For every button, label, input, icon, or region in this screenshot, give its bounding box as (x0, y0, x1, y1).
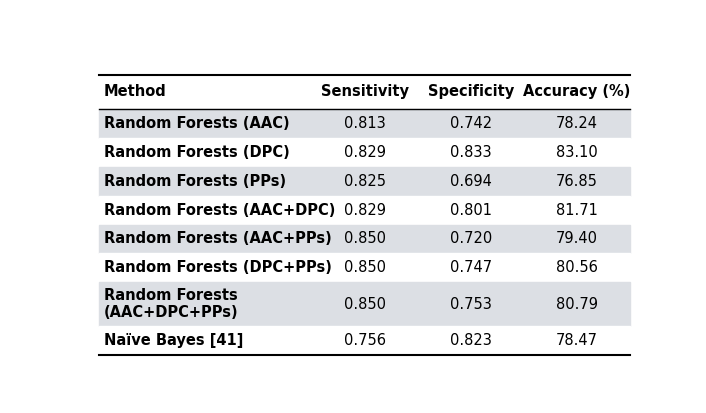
Text: Accuracy (%): Accuracy (%) (523, 84, 630, 100)
Text: 0.825: 0.825 (344, 173, 385, 189)
Text: Random Forests (AAC+DPC): Random Forests (AAC+DPC) (104, 202, 335, 218)
Text: 78.24: 78.24 (556, 116, 598, 131)
Bar (99, 138, 630, 167)
Text: 76.85: 76.85 (556, 173, 598, 189)
Text: 80.79: 80.79 (556, 297, 598, 312)
Text: 0.801: 0.801 (450, 202, 491, 218)
Text: 0.850: 0.850 (344, 297, 385, 312)
Text: 81.71: 81.71 (556, 202, 598, 218)
Bar (99, 326, 630, 355)
Text: 80.56: 80.56 (556, 260, 598, 275)
Text: Random Forests (PPs): Random Forests (PPs) (104, 173, 286, 189)
Bar (99, 254, 630, 282)
Bar (99, 167, 630, 196)
Text: 0.833: 0.833 (450, 145, 491, 160)
Text: 0.742: 0.742 (450, 116, 492, 131)
Text: Random Forests
(AAC+DPC+PPs): Random Forests (AAC+DPC+PPs) (104, 288, 238, 320)
Text: 0.813: 0.813 (344, 116, 385, 131)
Bar (99, 109, 630, 138)
Text: Random Forests (AAC+PPs): Random Forests (AAC+PPs) (104, 231, 331, 247)
Bar (99, 196, 630, 225)
Text: Naïve Bayes [41]: Naïve Bayes [41] (104, 333, 243, 348)
Text: 0.829: 0.829 (344, 202, 385, 218)
Text: 79.40: 79.40 (556, 231, 598, 247)
Bar (99, 225, 630, 254)
Text: 0.829: 0.829 (344, 145, 385, 160)
Text: 78.47: 78.47 (556, 333, 598, 348)
Text: 0.753: 0.753 (450, 297, 491, 312)
Text: 0.694: 0.694 (450, 173, 491, 189)
Bar (99, 75, 630, 109)
Text: 0.850: 0.850 (344, 231, 385, 247)
Text: Random Forests (AAC): Random Forests (AAC) (104, 116, 289, 131)
Text: 0.747: 0.747 (450, 260, 492, 275)
Text: Random Forests (DPC): Random Forests (DPC) (104, 145, 289, 160)
Bar (99, 282, 630, 326)
Text: 0.756: 0.756 (344, 333, 385, 348)
Text: 83.10: 83.10 (556, 145, 598, 160)
Text: Method: Method (104, 84, 167, 100)
Text: Sensitivity: Sensitivity (321, 84, 409, 100)
Text: 0.720: 0.720 (450, 231, 492, 247)
Text: 0.850: 0.850 (344, 260, 385, 275)
Text: Random Forests (DPC+PPs): Random Forests (DPC+PPs) (104, 260, 331, 275)
Text: 0.823: 0.823 (450, 333, 491, 348)
Text: Specificity: Specificity (428, 84, 514, 100)
